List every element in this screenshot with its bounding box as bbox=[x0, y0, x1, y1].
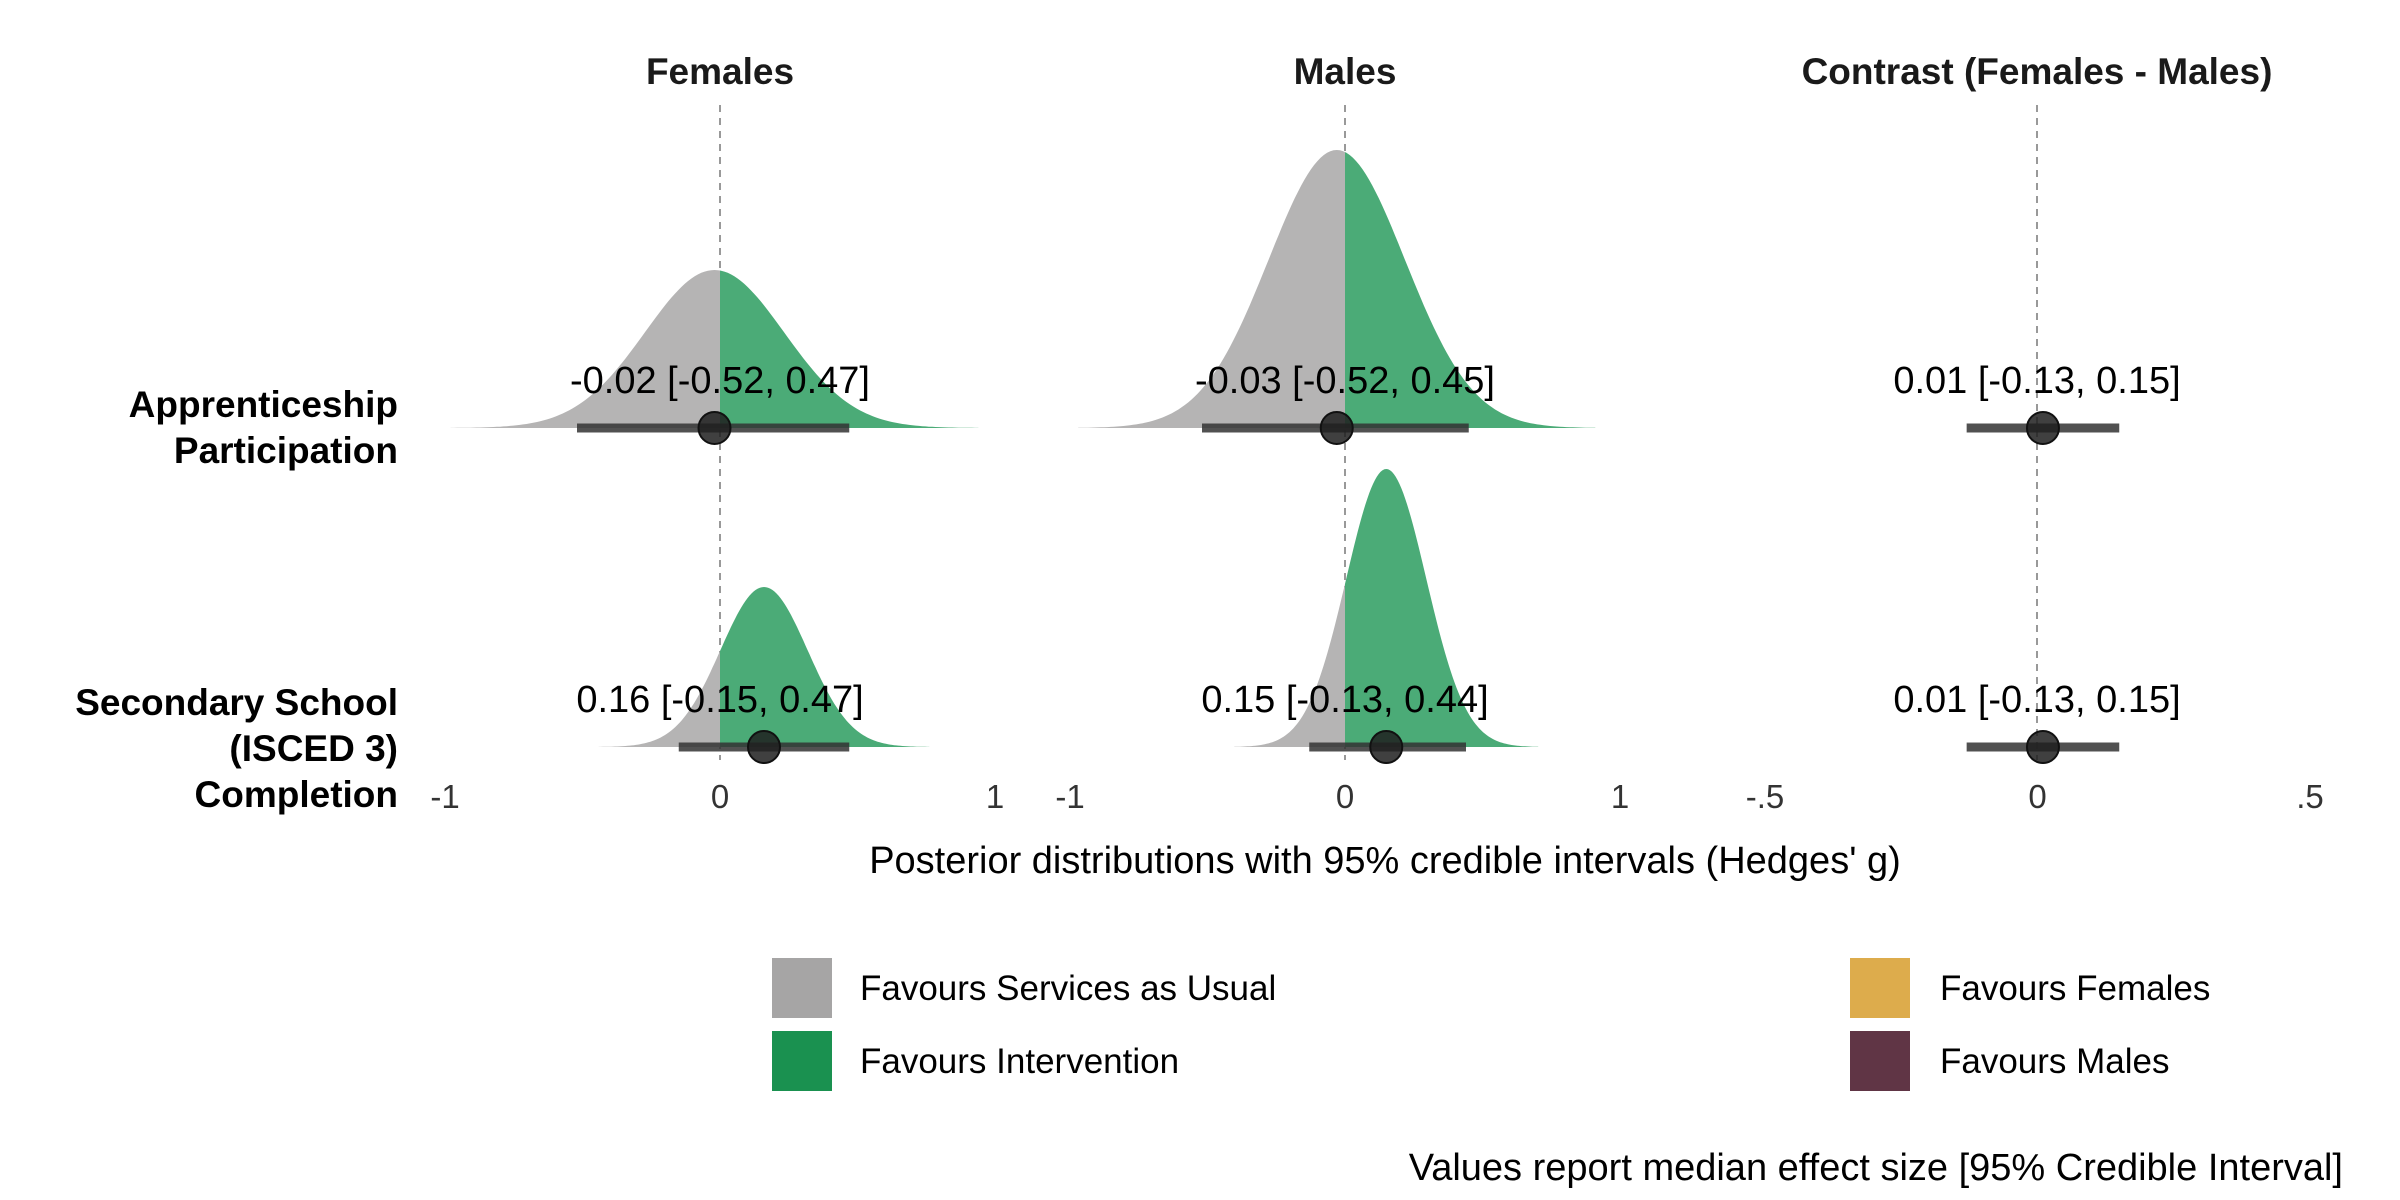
density-right-r0-p1 bbox=[1345, 152, 1596, 428]
median-point-r1-p2 bbox=[2025, 730, 2060, 764]
caption: Values report median effect size [95% Cr… bbox=[1409, 1147, 2343, 1189]
value-label-r0-p2: 0.01 [-0.13, 0.15] bbox=[1893, 360, 2180, 402]
plot-layer: -0.02 [-0.52, 0.47] -0.03 [-0.52, 0.45] 0.… bbox=[430, 105, 2324, 815]
density-left-r1-p1 bbox=[1234, 583, 1345, 747]
density-left-r0-p1 bbox=[1078, 150, 1345, 428]
legend-swatch-females bbox=[1850, 958, 1910, 1018]
x-axis-label: Posterior distributions with 95% credibl… bbox=[869, 840, 1901, 882]
tick-label-p0-1: 0 bbox=[711, 778, 729, 815]
legend-label-intervention: Favours Intervention bbox=[860, 1042, 1179, 1081]
value-label-r1-p2: 0.01 [-0.13, 0.15] bbox=[1893, 679, 2180, 721]
row-label-secondary-line1: Secondary School bbox=[75, 682, 398, 723]
median-point-r0-p2 bbox=[2025, 411, 2060, 445]
density-right-r1-p1 bbox=[1345, 469, 1539, 747]
median-point-r1-p1 bbox=[1369, 730, 1404, 764]
tick-label-p2-0: -.5 bbox=[1746, 778, 1785, 815]
tick-label-p0-2: 1 bbox=[986, 778, 1004, 815]
density-right-r1-p0 bbox=[720, 587, 930, 747]
legend: Favours Services as Usual Favours Interv… bbox=[772, 958, 2210, 1091]
median-point-r0-p1 bbox=[1319, 411, 1354, 445]
value-label-r0-p1: -0.03 [-0.52, 0.45] bbox=[1195, 360, 1495, 402]
legend-label-females: Favours Females bbox=[1940, 969, 2210, 1008]
median-point-r0-p0 bbox=[697, 411, 732, 445]
tick-label-p1-1: 0 bbox=[1336, 778, 1354, 815]
density-left-r0-p0 bbox=[450, 270, 720, 428]
row-label-secondary-line2: (ISCED 3) bbox=[229, 728, 398, 769]
value-label-r1-p0: 0.16 [-0.15, 0.47] bbox=[576, 679, 863, 721]
panel-title-females: Females bbox=[646, 51, 794, 92]
panel-title-males: Males bbox=[1294, 51, 1397, 92]
value-label-r0-p0: -0.02 [-0.52, 0.47] bbox=[570, 360, 870, 402]
tick-label-p2-1: 0 bbox=[2028, 778, 2046, 815]
legend-swatch-intervention bbox=[772, 1031, 832, 1091]
row-label-apprenticeship-line2: Participation bbox=[174, 430, 398, 471]
panel-title-contrast: Contrast (Females - Males) bbox=[1802, 51, 2273, 92]
tick-label-p1-0: -1 bbox=[1055, 778, 1084, 815]
legend-label-services-as-usual: Favours Services as Usual bbox=[860, 969, 1276, 1008]
row-label-secondary-line3: Completion bbox=[195, 774, 398, 815]
density-right-r0-p0 bbox=[720, 270, 979, 428]
median-point-r1-p0 bbox=[747, 730, 781, 764]
legend-swatch-males bbox=[1850, 1031, 1910, 1091]
tick-label-p2-2: .5 bbox=[2296, 778, 2324, 815]
value-label-r1-p1: 0.15 [-0.13, 0.44] bbox=[1201, 679, 1488, 721]
tick-label-p1-2: 1 bbox=[1611, 778, 1629, 815]
row-label-apprenticeship-line1: Apprenticeship bbox=[129, 384, 398, 425]
tick-label-p0-0: -1 bbox=[430, 778, 459, 815]
legend-swatch-services-as-usual bbox=[772, 958, 832, 1018]
legend-label-males: Favours Males bbox=[1940, 1042, 2170, 1081]
density-left-r1-p0 bbox=[598, 651, 720, 747]
